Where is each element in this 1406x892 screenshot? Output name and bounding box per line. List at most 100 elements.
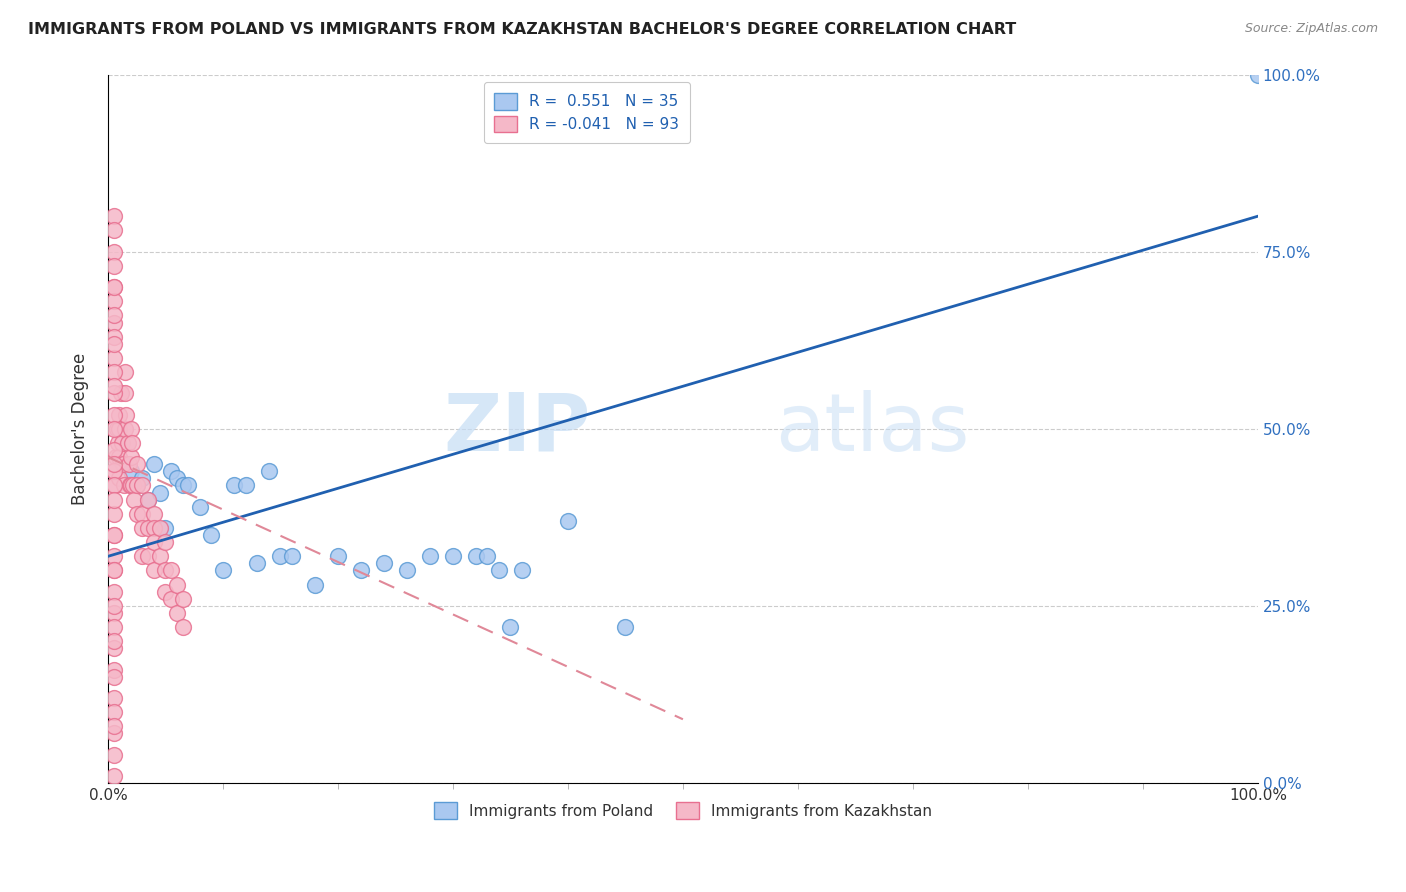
- Point: [125, 507, 148, 521]
- Point: [477, 549, 499, 564]
- Point: [149, 485, 172, 500]
- Point: [350, 564, 373, 578]
- Point: [143, 564, 166, 578]
- Point: [499, 620, 522, 634]
- Point: [103, 408, 125, 422]
- Point: [108, 422, 131, 436]
- Point: [103, 280, 125, 294]
- Point: [103, 564, 125, 578]
- Point: [121, 436, 143, 450]
- Point: [257, 464, 280, 478]
- Point: [103, 294, 125, 309]
- Text: ZIP: ZIP: [444, 390, 591, 467]
- Point: [107, 436, 129, 450]
- Point: [465, 549, 488, 564]
- Point: [120, 422, 142, 436]
- Point: [166, 606, 188, 620]
- Point: [103, 528, 125, 542]
- Point: [510, 564, 533, 578]
- Point: [136, 549, 159, 564]
- Point: [103, 464, 125, 478]
- Point: [131, 521, 153, 535]
- Point: [166, 577, 188, 591]
- Point: [125, 478, 148, 492]
- Point: [103, 329, 125, 343]
- Point: [103, 309, 125, 323]
- Point: [131, 549, 153, 564]
- Point: [103, 564, 125, 578]
- Point: [103, 457, 125, 471]
- Point: [441, 549, 464, 564]
- Point: [177, 478, 200, 492]
- Point: [188, 500, 211, 514]
- Point: [111, 457, 134, 471]
- Point: [155, 564, 177, 578]
- Point: [103, 641, 125, 656]
- Point: [103, 726, 125, 740]
- Point: [224, 478, 246, 492]
- Point: [149, 521, 172, 535]
- Point: [136, 492, 159, 507]
- Point: [103, 620, 125, 634]
- Point: [103, 365, 125, 379]
- Point: [103, 209, 125, 223]
- Point: [212, 564, 235, 578]
- Point: [110, 386, 132, 401]
- Point: [117, 436, 139, 450]
- Point: [326, 549, 349, 564]
- Point: [120, 450, 142, 464]
- Point: [108, 450, 131, 464]
- Point: [160, 564, 183, 578]
- Point: [103, 549, 125, 564]
- Point: [112, 478, 135, 492]
- Point: [103, 464, 125, 478]
- Point: [269, 549, 291, 564]
- Point: [103, 280, 125, 294]
- Legend: Immigrants from Poland, Immigrants from Kazakhstan: Immigrants from Poland, Immigrants from …: [427, 797, 938, 825]
- Point: [103, 316, 125, 330]
- Point: [246, 557, 269, 571]
- Point: [131, 478, 153, 492]
- Text: IMMIGRANTS FROM POLAND VS IMMIGRANTS FROM KAZAKHSTAN BACHELOR'S DEGREE CORRELATI: IMMIGRANTS FROM POLAND VS IMMIGRANTS FRO…: [28, 22, 1017, 37]
- Point: [172, 591, 194, 606]
- Point: [1247, 68, 1270, 82]
- Point: [395, 564, 418, 578]
- Point: [143, 457, 166, 471]
- Point: [103, 259, 125, 273]
- Point: [103, 584, 125, 599]
- Point: [103, 769, 125, 783]
- Point: [172, 620, 194, 634]
- Point: [136, 521, 159, 535]
- Point: [103, 244, 125, 259]
- Point: [419, 549, 441, 564]
- Point: [114, 365, 136, 379]
- Point: [103, 492, 125, 507]
- Point: [103, 705, 125, 719]
- Point: [131, 507, 153, 521]
- Point: [166, 471, 188, 485]
- Point: [103, 599, 125, 613]
- Point: [122, 478, 145, 492]
- Point: [103, 379, 125, 393]
- Point: [488, 564, 510, 578]
- Point: [120, 464, 142, 478]
- Point: [614, 620, 637, 634]
- Point: [136, 492, 159, 507]
- Point: [103, 223, 125, 237]
- Point: [105, 422, 128, 436]
- Point: [160, 591, 183, 606]
- Point: [304, 577, 326, 591]
- Point: [103, 422, 125, 436]
- Point: [103, 507, 125, 521]
- Point: [143, 507, 166, 521]
- Point: [200, 528, 222, 542]
- Text: Source: ZipAtlas.com: Source: ZipAtlas.com: [1244, 22, 1378, 36]
- Point: [131, 471, 153, 485]
- Point: [281, 549, 304, 564]
- Point: [103, 351, 125, 365]
- Point: [120, 478, 142, 492]
- Point: [155, 535, 177, 549]
- Y-axis label: Bachelor's Degree: Bachelor's Degree: [72, 352, 89, 505]
- Point: [160, 464, 183, 478]
- Point: [105, 450, 128, 464]
